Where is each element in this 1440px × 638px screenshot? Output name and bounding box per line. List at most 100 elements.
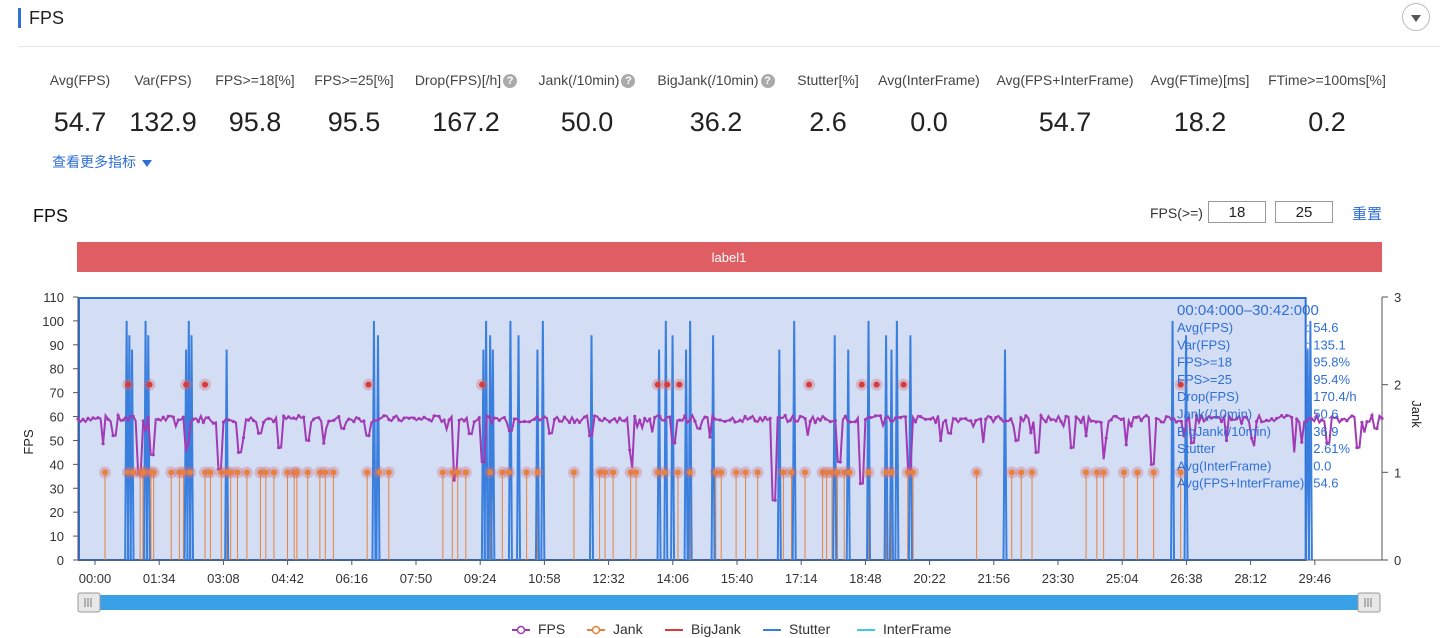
fps-point[interactable] xyxy=(798,414,802,419)
range-slider-right-handle[interactable] xyxy=(1357,592,1381,613)
jank-marker[interactable] xyxy=(1150,469,1157,476)
fps-point[interactable] xyxy=(1345,419,1349,423)
fps-point[interactable] xyxy=(537,418,542,422)
fps-point[interactable] xyxy=(181,415,185,419)
fps-point[interactable] xyxy=(352,420,356,424)
fps-point[interactable] xyxy=(793,419,797,423)
fps-point[interactable] xyxy=(91,416,95,420)
fps-point[interactable] xyxy=(1079,420,1083,425)
fps-point[interactable] xyxy=(166,414,170,418)
fps-point[interactable] xyxy=(743,414,747,419)
jank-marker[interactable] xyxy=(364,469,371,476)
stutter-spike[interactable] xyxy=(888,349,894,561)
fps-point[interactable] xyxy=(813,420,817,425)
stutter-spike[interactable] xyxy=(683,349,689,561)
fps-point[interactable] xyxy=(362,419,366,423)
fps-point[interactable] xyxy=(613,417,617,421)
jank-marker[interactable] xyxy=(801,469,808,476)
fps-point[interactable] xyxy=(1335,415,1339,419)
fps-point[interactable] xyxy=(1260,420,1264,424)
fps-point[interactable] xyxy=(211,421,216,425)
fps-point[interactable] xyxy=(261,420,266,424)
fps-point[interactable] xyxy=(623,419,627,423)
fps-point[interactable] xyxy=(292,416,296,420)
fps-point[interactable] xyxy=(1350,414,1354,418)
fps-point[interactable] xyxy=(1365,420,1369,424)
fps-point[interactable] xyxy=(342,426,346,431)
bigjank-marker[interactable] xyxy=(654,381,661,388)
fps-point[interactable] xyxy=(246,418,251,422)
fps-point[interactable] xyxy=(502,416,506,420)
fps-point[interactable] xyxy=(562,415,567,419)
fps-point[interactable] xyxy=(1214,415,1219,419)
fps-point[interactable] xyxy=(773,498,777,502)
jank-marker[interactable] xyxy=(1177,469,1184,476)
jank-marker[interactable] xyxy=(439,469,446,476)
fps-point[interactable] xyxy=(221,420,226,424)
bigjank-marker[interactable] xyxy=(900,381,907,388)
jank-marker[interactable] xyxy=(661,469,668,476)
stutter-spike[interactable] xyxy=(656,349,662,561)
fps-point[interactable] xyxy=(608,420,612,424)
fps-point[interactable] xyxy=(251,419,256,423)
fps-point[interactable] xyxy=(392,415,396,419)
fps-threshold-2-input[interactable] xyxy=(1275,201,1333,223)
fps-point[interactable] xyxy=(1360,420,1364,425)
jank-marker[interactable] xyxy=(207,469,214,476)
fps-point[interactable] xyxy=(1144,414,1148,418)
jank-marker[interactable] xyxy=(1018,469,1025,476)
fps-point[interactable] xyxy=(422,415,426,419)
fps-point[interactable] xyxy=(989,415,993,420)
fps-point[interactable] xyxy=(688,418,692,422)
fps-point[interactable] xyxy=(382,414,386,418)
fps-point[interactable] xyxy=(939,438,943,443)
fps-point[interactable] xyxy=(1275,416,1279,420)
jank-marker[interactable] xyxy=(1134,469,1141,476)
fps-point[interactable] xyxy=(1315,414,1319,418)
fps-point[interactable] xyxy=(186,441,190,445)
fps-point[interactable] xyxy=(603,416,607,421)
fps-point[interactable] xyxy=(121,418,125,422)
jank-marker[interactable] xyxy=(257,469,264,476)
fps-point[interactable] xyxy=(944,418,948,423)
fps-point[interactable] xyxy=(788,418,792,423)
jank-marker[interactable] xyxy=(316,469,323,476)
fps-point[interactable] xyxy=(1074,415,1078,419)
fps-point[interactable] xyxy=(883,416,888,420)
stutter-spike[interactable] xyxy=(224,349,230,561)
fps-point[interactable] xyxy=(1069,446,1073,450)
stutter-spike[interactable] xyxy=(129,349,135,561)
fps-point[interactable] xyxy=(974,418,978,423)
jank-marker[interactable] xyxy=(150,469,157,476)
fps-point[interactable] xyxy=(653,415,657,420)
stutter-spike[interactable] xyxy=(145,335,151,561)
fps-point[interactable] xyxy=(487,415,491,419)
fps-point[interactable] xyxy=(979,417,983,421)
jank-marker[interactable] xyxy=(284,469,291,476)
jank-marker[interactable] xyxy=(534,469,541,476)
bigjank-marker[interactable] xyxy=(664,381,671,388)
fps-point[interactable] xyxy=(673,441,677,445)
stutter-spike[interactable] xyxy=(776,349,782,561)
help-icon[interactable]: ? xyxy=(760,74,775,89)
fps-point[interactable] xyxy=(372,418,376,423)
jank-marker[interactable] xyxy=(330,469,337,476)
fps-point[interactable] xyxy=(557,419,562,423)
fps-point[interactable] xyxy=(412,416,416,420)
fps-point[interactable] xyxy=(1250,436,1254,440)
fps-point[interactable] xyxy=(1244,415,1249,420)
fps-point[interactable] xyxy=(126,418,130,422)
fps-point[interactable] xyxy=(432,414,436,418)
fps-point[interactable] xyxy=(497,418,501,422)
fps-point[interactable] xyxy=(823,417,827,421)
fps-point[interactable] xyxy=(738,418,742,422)
bigjank-marker[interactable] xyxy=(676,381,683,388)
jank-marker[interactable] xyxy=(627,469,634,476)
fps-point[interactable] xyxy=(1184,418,1188,423)
jank-marker[interactable] xyxy=(506,469,513,476)
jank-marker[interactable] xyxy=(674,469,681,476)
fps-point[interactable] xyxy=(317,416,321,420)
jank-marker[interactable] xyxy=(187,469,194,476)
fps-point[interactable] xyxy=(1199,414,1204,418)
fps-point[interactable] xyxy=(96,416,100,420)
